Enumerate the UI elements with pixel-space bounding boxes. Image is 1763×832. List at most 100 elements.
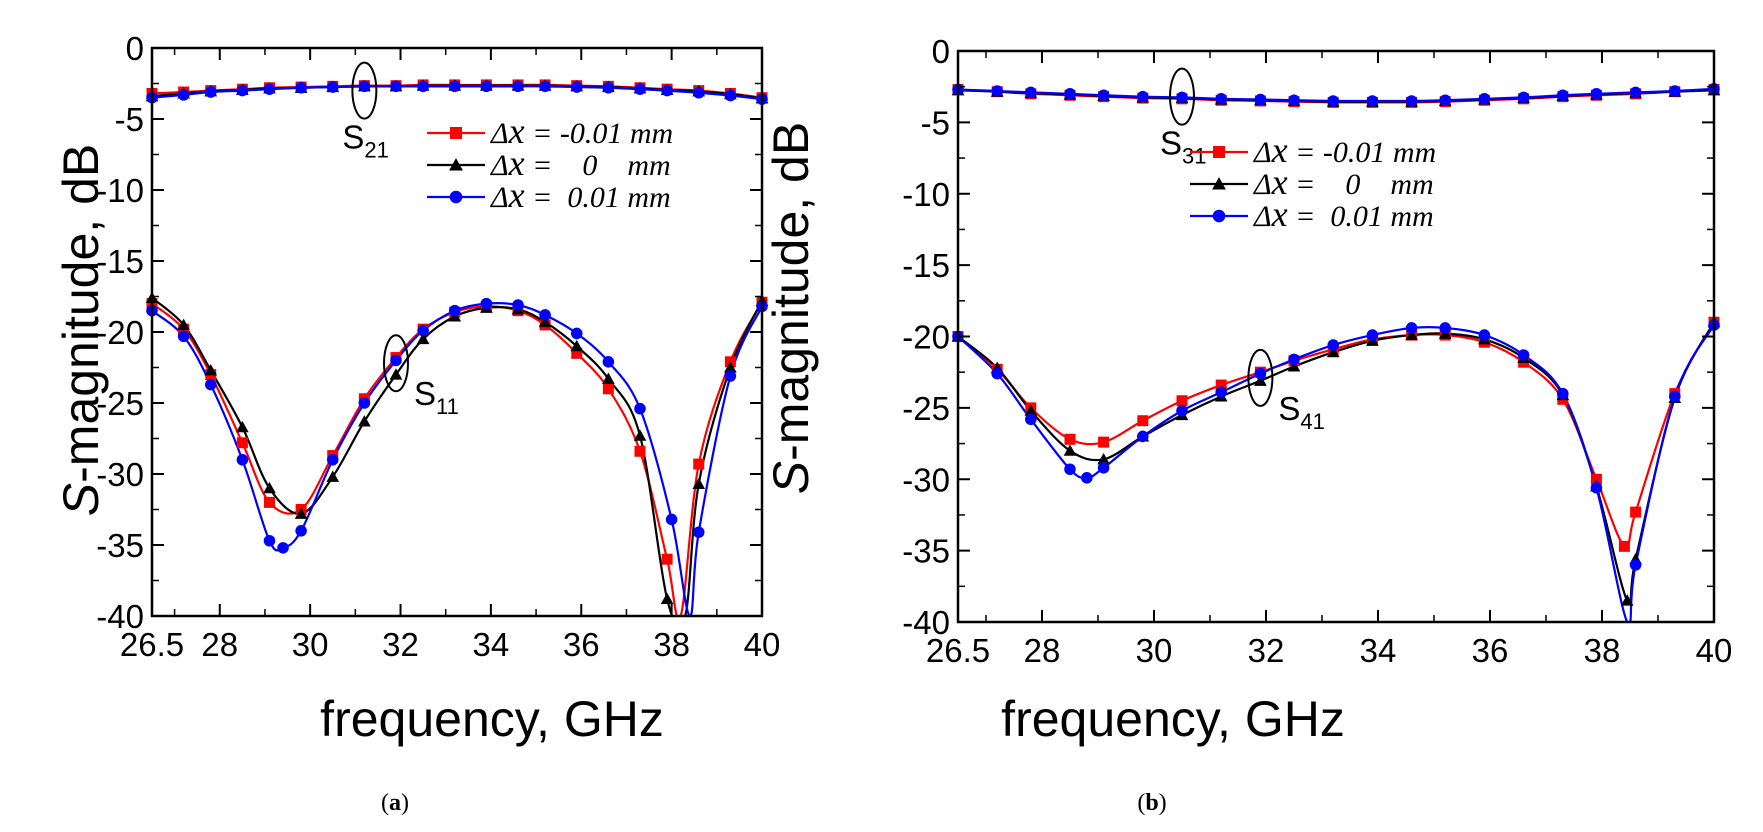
legend-var: x: [508, 143, 525, 183]
data-point-s11: [358, 397, 371, 409]
y-tick-label: -35: [96, 527, 144, 564]
data-point-s21: [326, 81, 339, 93]
legend-marker: [1212, 209, 1226, 223]
data-point-s11: [177, 318, 190, 330]
data-point-s31: [991, 85, 1003, 97]
data-point-s11: [263, 496, 275, 508]
data-point-s41: [1326, 345, 1340, 358]
annotation-base: S: [414, 375, 436, 412]
data-point-s11: [416, 332, 430, 345]
data-point-s41: [1176, 395, 1188, 407]
data-point-s41: [1405, 322, 1418, 334]
data-point-s11: [570, 327, 583, 340]
data-point-s21: [634, 83, 646, 95]
annotation-label: S31: [1160, 125, 1207, 169]
data-point-s21: [204, 86, 217, 98]
y-ticks-b: 0 -5 -10 -15 -20 -25 -30 -35 -40: [902, 33, 1714, 641]
y-tick-label: -30: [902, 461, 950, 498]
legend-marker: [450, 127, 462, 139]
chart-panel-a: 0 -5 -10 -15 -20 -25 -30 -35 -40 26.5 28 30 32 34 36 3…: [53, 30, 780, 816]
chart-panel-b: 0 -5 -10 -15 -20 -25 -30 -35 -40 26.5 28 30 32 34 36 3…: [763, 33, 1732, 816]
x-ticks-b: 26.5 28 30 32 34 36 38 40: [926, 51, 1732, 669]
data-point-s11: [660, 592, 674, 605]
data-point-s41: [1137, 415, 1149, 427]
data-point-s41: [1517, 349, 1530, 361]
y-axis-label-rest-a: -magnitude, dB: [53, 144, 109, 483]
data-point-s21: [480, 80, 493, 93]
data-point-s41: [1288, 353, 1300, 366]
data-point-s11: [665, 513, 678, 526]
annotation-ellipse: [1169, 67, 1195, 126]
data-point-s41: [991, 367, 1003, 380]
data-point-s11: [570, 339, 584, 352]
annotation-base: S: [342, 119, 364, 156]
legend-label: Δx = 0.01 mm: [490, 175, 671, 215]
data-point-s31: [1405, 95, 1418, 107]
y-tick-label: -35: [902, 533, 950, 570]
x-tick-label: 26.5: [926, 632, 990, 669]
data-point-s11: [389, 368, 403, 380]
legend-text: = -0.01 mm: [1288, 136, 1437, 169]
y-tick-label: -40: [902, 604, 950, 641]
data-point-s11: [177, 330, 190, 343]
data-point-s41: [1097, 462, 1110, 474]
x-axis-label-b: frequency, GHz: [1001, 691, 1345, 747]
data-point-s41: [1137, 430, 1149, 443]
x-tick-label: 40: [1696, 632, 1733, 669]
y-tick-label: 0: [932, 33, 950, 70]
x-ticks-a: 26.5 28 30 32 34 36 38 40: [120, 48, 780, 663]
data-point-s21: [236, 84, 249, 97]
annotation-ellipse: [351, 61, 378, 120]
legend-label: Δx = 0 mm: [1253, 162, 1434, 202]
data-point-s31: [1025, 86, 1037, 99]
y-tick-label: -20: [902, 319, 950, 356]
data-point-s21: [177, 89, 190, 101]
annotation-subscript: 31: [1182, 144, 1206, 169]
data-point-s11: [539, 309, 551, 321]
data-point-s41: [1327, 339, 1339, 351]
legend-delta: Δ: [490, 181, 509, 214]
data-point-s41: [1287, 360, 1301, 372]
data-point-s21: [692, 86, 705, 99]
legend-marker: [449, 190, 463, 204]
y-ticks-a: 0 -5 -10 -15 -20 -25 -30 -35 -40: [96, 30, 762, 635]
legend-label: Δx = -0.01 mm: [490, 111, 673, 151]
data-point-s11: [294, 507, 308, 519]
data-point-s41: [1064, 463, 1076, 476]
data-point-s31: [1097, 89, 1110, 102]
y-tick-label: -20: [96, 314, 144, 351]
y-tick-label: 0: [126, 30, 144, 67]
data-point-s21: [724, 89, 737, 102]
annotation-subscript: 21: [364, 138, 388, 163]
x-tick-label: 30: [1136, 632, 1173, 669]
data-point-s11: [661, 553, 673, 565]
data-point-s11: [263, 481, 276, 494]
data-point-s41: [1024, 404, 1038, 416]
data-point-s11: [204, 364, 218, 376]
data-point-s31: [1327, 95, 1339, 107]
legend-delta: Δ: [490, 117, 509, 150]
data-point-s31: [1064, 88, 1076, 100]
data-point-s31: [1629, 86, 1642, 99]
legend-var: x: [508, 175, 525, 215]
x-axis-label-a: frequency, GHz: [320, 691, 664, 747]
data-point-s31: [1439, 94, 1451, 107]
y-axis-label-rest-b: -magnitude, dB: [763, 122, 819, 461]
data-point-s31: [1517, 91, 1530, 104]
data-point-s31: [1478, 93, 1491, 105]
x-tick-label: 30: [292, 626, 329, 663]
data-point-s11: [236, 454, 249, 466]
data-point-s31: [1137, 90, 1149, 103]
y-tick-label: -10: [96, 172, 144, 209]
data-point-s21: [570, 81, 583, 93]
x-tick-label: 40: [744, 626, 781, 663]
annotation-label: S21: [342, 119, 389, 163]
data-point-s41: [1081, 472, 1093, 484]
y-axis-label-italic-a: S: [53, 483, 109, 516]
data-point-s21: [602, 81, 615, 94]
data-point-s41: [1557, 387, 1569, 400]
data-point-s21: [390, 80, 402, 93]
y-axis-label-a: S-magnitude, dB: [53, 144, 109, 516]
